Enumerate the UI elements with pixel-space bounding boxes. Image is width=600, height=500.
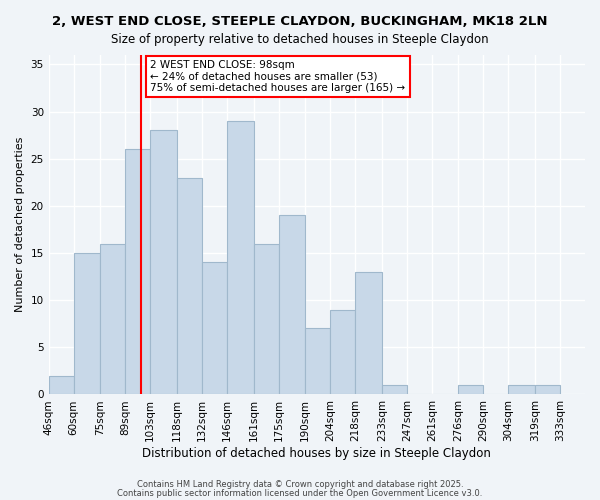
Bar bbox=[125, 150, 150, 394]
Bar bbox=[150, 130, 177, 394]
Bar bbox=[177, 178, 202, 394]
Bar bbox=[74, 253, 100, 394]
Bar bbox=[305, 328, 330, 394]
Bar bbox=[100, 244, 125, 394]
Bar bbox=[382, 385, 407, 394]
Text: 2 WEST END CLOSE: 98sqm
← 24% of detached houses are smaller (53)
75% of semi-de: 2 WEST END CLOSE: 98sqm ← 24% of detache… bbox=[150, 60, 406, 93]
Text: Size of property relative to detached houses in Steeple Claydon: Size of property relative to detached ho… bbox=[111, 32, 489, 46]
Text: Contains public sector information licensed under the Open Government Licence v3: Contains public sector information licen… bbox=[118, 488, 482, 498]
Text: Contains HM Land Registry data © Crown copyright and database right 2025.: Contains HM Land Registry data © Crown c… bbox=[137, 480, 463, 489]
Bar bbox=[330, 310, 355, 394]
Bar bbox=[49, 376, 74, 394]
Bar bbox=[508, 385, 535, 394]
Bar bbox=[355, 272, 382, 394]
Bar bbox=[535, 385, 560, 394]
Bar bbox=[458, 385, 484, 394]
Y-axis label: Number of detached properties: Number of detached properties bbox=[15, 137, 25, 312]
Bar bbox=[202, 262, 227, 394]
Bar bbox=[254, 244, 278, 394]
Text: 2, WEST END CLOSE, STEEPLE CLAYDON, BUCKINGHAM, MK18 2LN: 2, WEST END CLOSE, STEEPLE CLAYDON, BUCK… bbox=[52, 15, 548, 28]
Bar bbox=[227, 121, 254, 394]
X-axis label: Distribution of detached houses by size in Steeple Claydon: Distribution of detached houses by size … bbox=[142, 447, 491, 460]
Bar bbox=[278, 216, 305, 394]
